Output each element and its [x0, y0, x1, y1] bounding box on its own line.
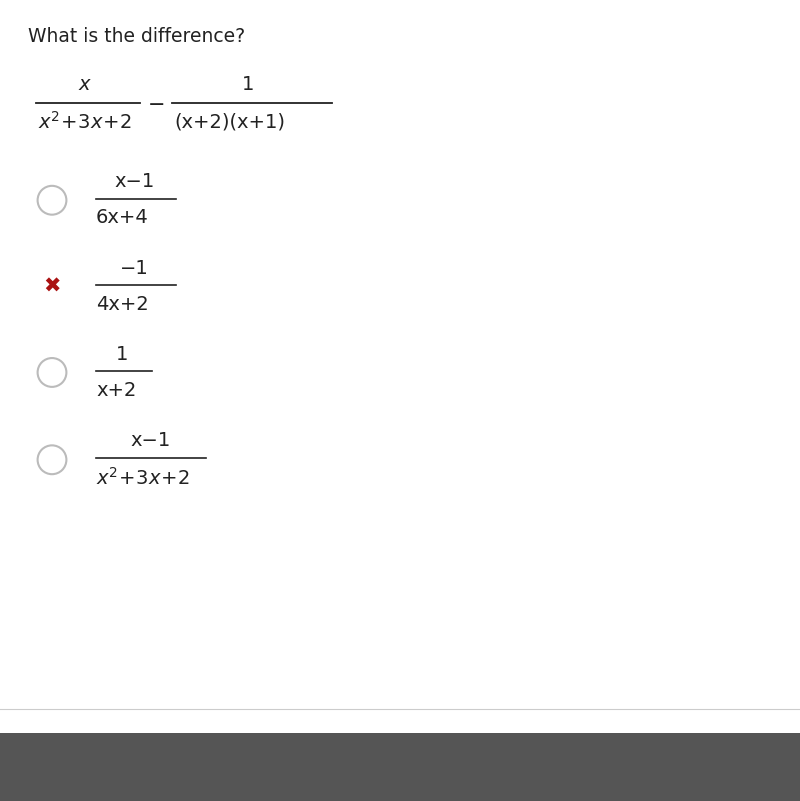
Text: −1: −1 [120, 259, 149, 278]
Text: What is the difference?: What is the difference? [28, 26, 245, 46]
Text: 6x+4: 6x+4 [96, 208, 149, 227]
Text: 1: 1 [116, 344, 129, 364]
Text: $x^2\!+\!3x\!+\!2$: $x^2\!+\!3x\!+\!2$ [38, 111, 132, 133]
Text: (x+2)(x+1): (x+2)(x+1) [174, 112, 286, 131]
Text: $-$: $-$ [147, 93, 165, 112]
Text: 1: 1 [242, 74, 254, 94]
Text: 4x+2: 4x+2 [96, 295, 149, 314]
Text: ✖: ✖ [43, 277, 61, 296]
Text: x−1: x−1 [114, 172, 154, 191]
Bar [0, 733, 800, 801]
Text: x−1: x−1 [130, 431, 170, 450]
Text: x+2: x+2 [96, 380, 136, 400]
Text: x: x [78, 74, 90, 94]
Text: $x^2\!+\!3x\!+\!2$: $x^2\!+\!3x\!+\!2$ [96, 466, 190, 489]
